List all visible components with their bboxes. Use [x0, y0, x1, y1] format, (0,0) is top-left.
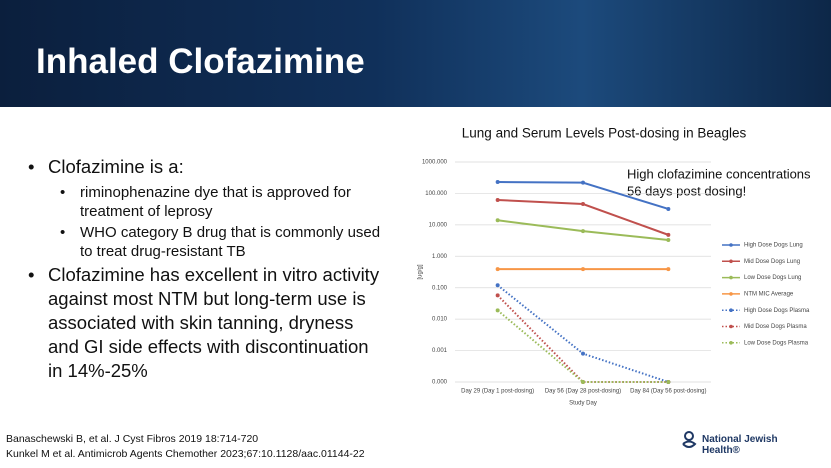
point: [581, 351, 585, 356]
reference: Kunkel M et al. Antimicrob Agents Chemot…: [6, 448, 365, 460]
reference: Banaschewski B, et al. J Cyst Fibros 201…: [6, 433, 259, 445]
legend-marker: [729, 243, 733, 247]
point: [581, 202, 585, 207]
y-tick-label: 10.000: [429, 222, 448, 228]
legend-marker: [729, 259, 733, 264]
x-tick-label: Day 84 (Day 56 post-dosing): [630, 389, 706, 395]
legend-label: Mid Dose Dogs Lung: [744, 259, 800, 265]
y-tick-label: 0.000: [432, 380, 448, 386]
point: [666, 267, 671, 272]
sub-bullet: riminophenazine dye that is approved for…: [28, 183, 388, 221]
point: [666, 237, 671, 242]
y-axis-label: [ug/g]: [418, 264, 424, 279]
series-line: [496, 294, 669, 383]
legend-label: NTM MIC Average: [744, 291, 794, 297]
point: [581, 380, 585, 384]
point: [495, 267, 500, 272]
y-tick-label: 100.000: [425, 191, 447, 197]
legend-label: Mid Dose Dogs Plasma: [744, 324, 807, 330]
y-tick-label: 0.001: [432, 348, 448, 354]
logo: National Jewish Health®: [680, 430, 778, 456]
series-line: [497, 309, 669, 383]
y-tick-label: 1000.000: [422, 160, 448, 166]
point: [495, 283, 500, 288]
x-tick-label: Day 56 (Day 28 post-dosing): [545, 389, 621, 395]
references: Banaschewski B, et al. J Cyst Fibros 201…: [6, 432, 365, 462]
legend-label: Low Dose Dogs Lung: [744, 275, 801, 281]
point: [666, 206, 671, 211]
point: [495, 308, 500, 313]
bullet-list: Clofazimine is a: riminophenazine dye tha…: [28, 155, 388, 387]
sub-bullet: WHO category B drug that is commonly use…: [28, 223, 388, 261]
point: [495, 180, 500, 185]
legend-marker: [729, 308, 733, 313]
chart-title: Lung and Serum Levels Post-dosing in Bea…: [462, 126, 747, 141]
x-axis-label: Study Day: [569, 401, 597, 407]
y-tick-label: 1.000: [432, 254, 448, 260]
legend-marker: [729, 324, 733, 329]
series-line: [497, 284, 669, 383]
logo-text: Health®: [702, 445, 740, 456]
point: [581, 229, 585, 234]
y-tick-label: 0.100: [432, 285, 448, 291]
point: [666, 232, 671, 237]
legend-marker: [729, 292, 733, 296]
slide-title: Inhaled Clofazimine: [36, 42, 365, 81]
point: [666, 380, 671, 384]
legend-label: High Dose Dogs Lung: [744, 243, 803, 249]
point: [495, 218, 500, 223]
legend-label: Low Dose Dogs Plasma: [744, 340, 809, 346]
point: [495, 197, 500, 202]
bullet: Clofazimine has excellent in vitro activ…: [28, 263, 388, 383]
point: [581, 267, 585, 272]
logo-text: National Jewish: [702, 434, 778, 445]
y-tick-label: 0.010: [432, 317, 448, 323]
annotation: High clofazimine concentrations: [627, 166, 811, 181]
point: [495, 293, 500, 298]
bullet: Clofazimine is a:: [28, 155, 388, 179]
annotation: 56 days post dosing!: [627, 183, 746, 198]
legend-marker: [729, 275, 733, 280]
point: [581, 180, 585, 185]
x-tick-label: Day 29 (Day 1 post-dosing): [461, 389, 534, 395]
logo-icon: [682, 431, 697, 448]
banner: [0, 0, 831, 107]
legend-label: High Dose Dogs Plasma: [744, 308, 810, 314]
legend-marker: [729, 341, 733, 345]
